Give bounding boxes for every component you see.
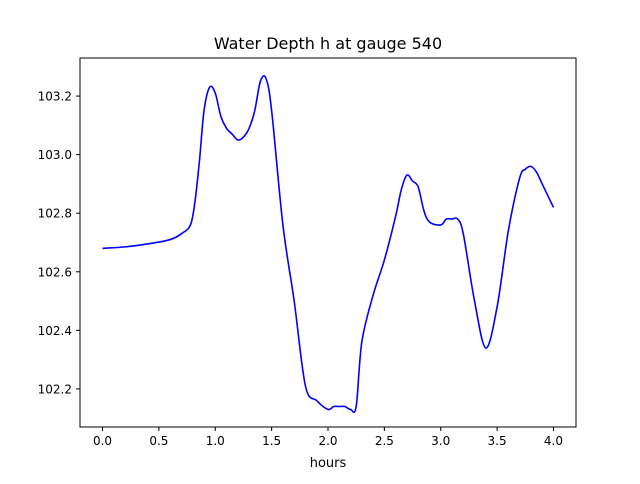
chart-title: Water Depth h at gauge 540 [214,34,442,53]
series-layer [102,75,555,414]
y-tick-label: 102.2 [38,382,72,396]
y-tick-label: 102.8 [38,207,72,221]
x-tick-label: 2.5 [375,434,394,448]
x-tick-label: 2.0 [318,434,337,448]
x-axis-ticks: 0.0 0.5 1.0 1.5 2.0 2.5 3.0 3.5 4.0 [93,427,563,448]
x-tick-label: 3.0 [431,434,450,448]
y-tick-label: 103.2 [38,90,72,104]
x-tick-label: 1.5 [262,434,281,448]
y-tick-label: 103.0 [38,148,72,162]
x-tick-label: 4.0 [544,434,563,448]
y-tick-label: 102.4 [38,324,72,338]
x-tick-label: 0.5 [149,434,168,448]
plot-area-frame [79,57,577,428]
x-tick-label: 0.0 [93,434,112,448]
x-tick-label: 1.0 [206,434,225,448]
x-axis-label: hours [310,456,347,471]
series-line [102,75,555,414]
y-tick-label: 102.6 [38,265,72,279]
x-tick-label: 3.5 [488,434,507,448]
y-axis-ticks: 102.2 102.4 102.6 102.8 103.0 103.2 [38,90,80,396]
